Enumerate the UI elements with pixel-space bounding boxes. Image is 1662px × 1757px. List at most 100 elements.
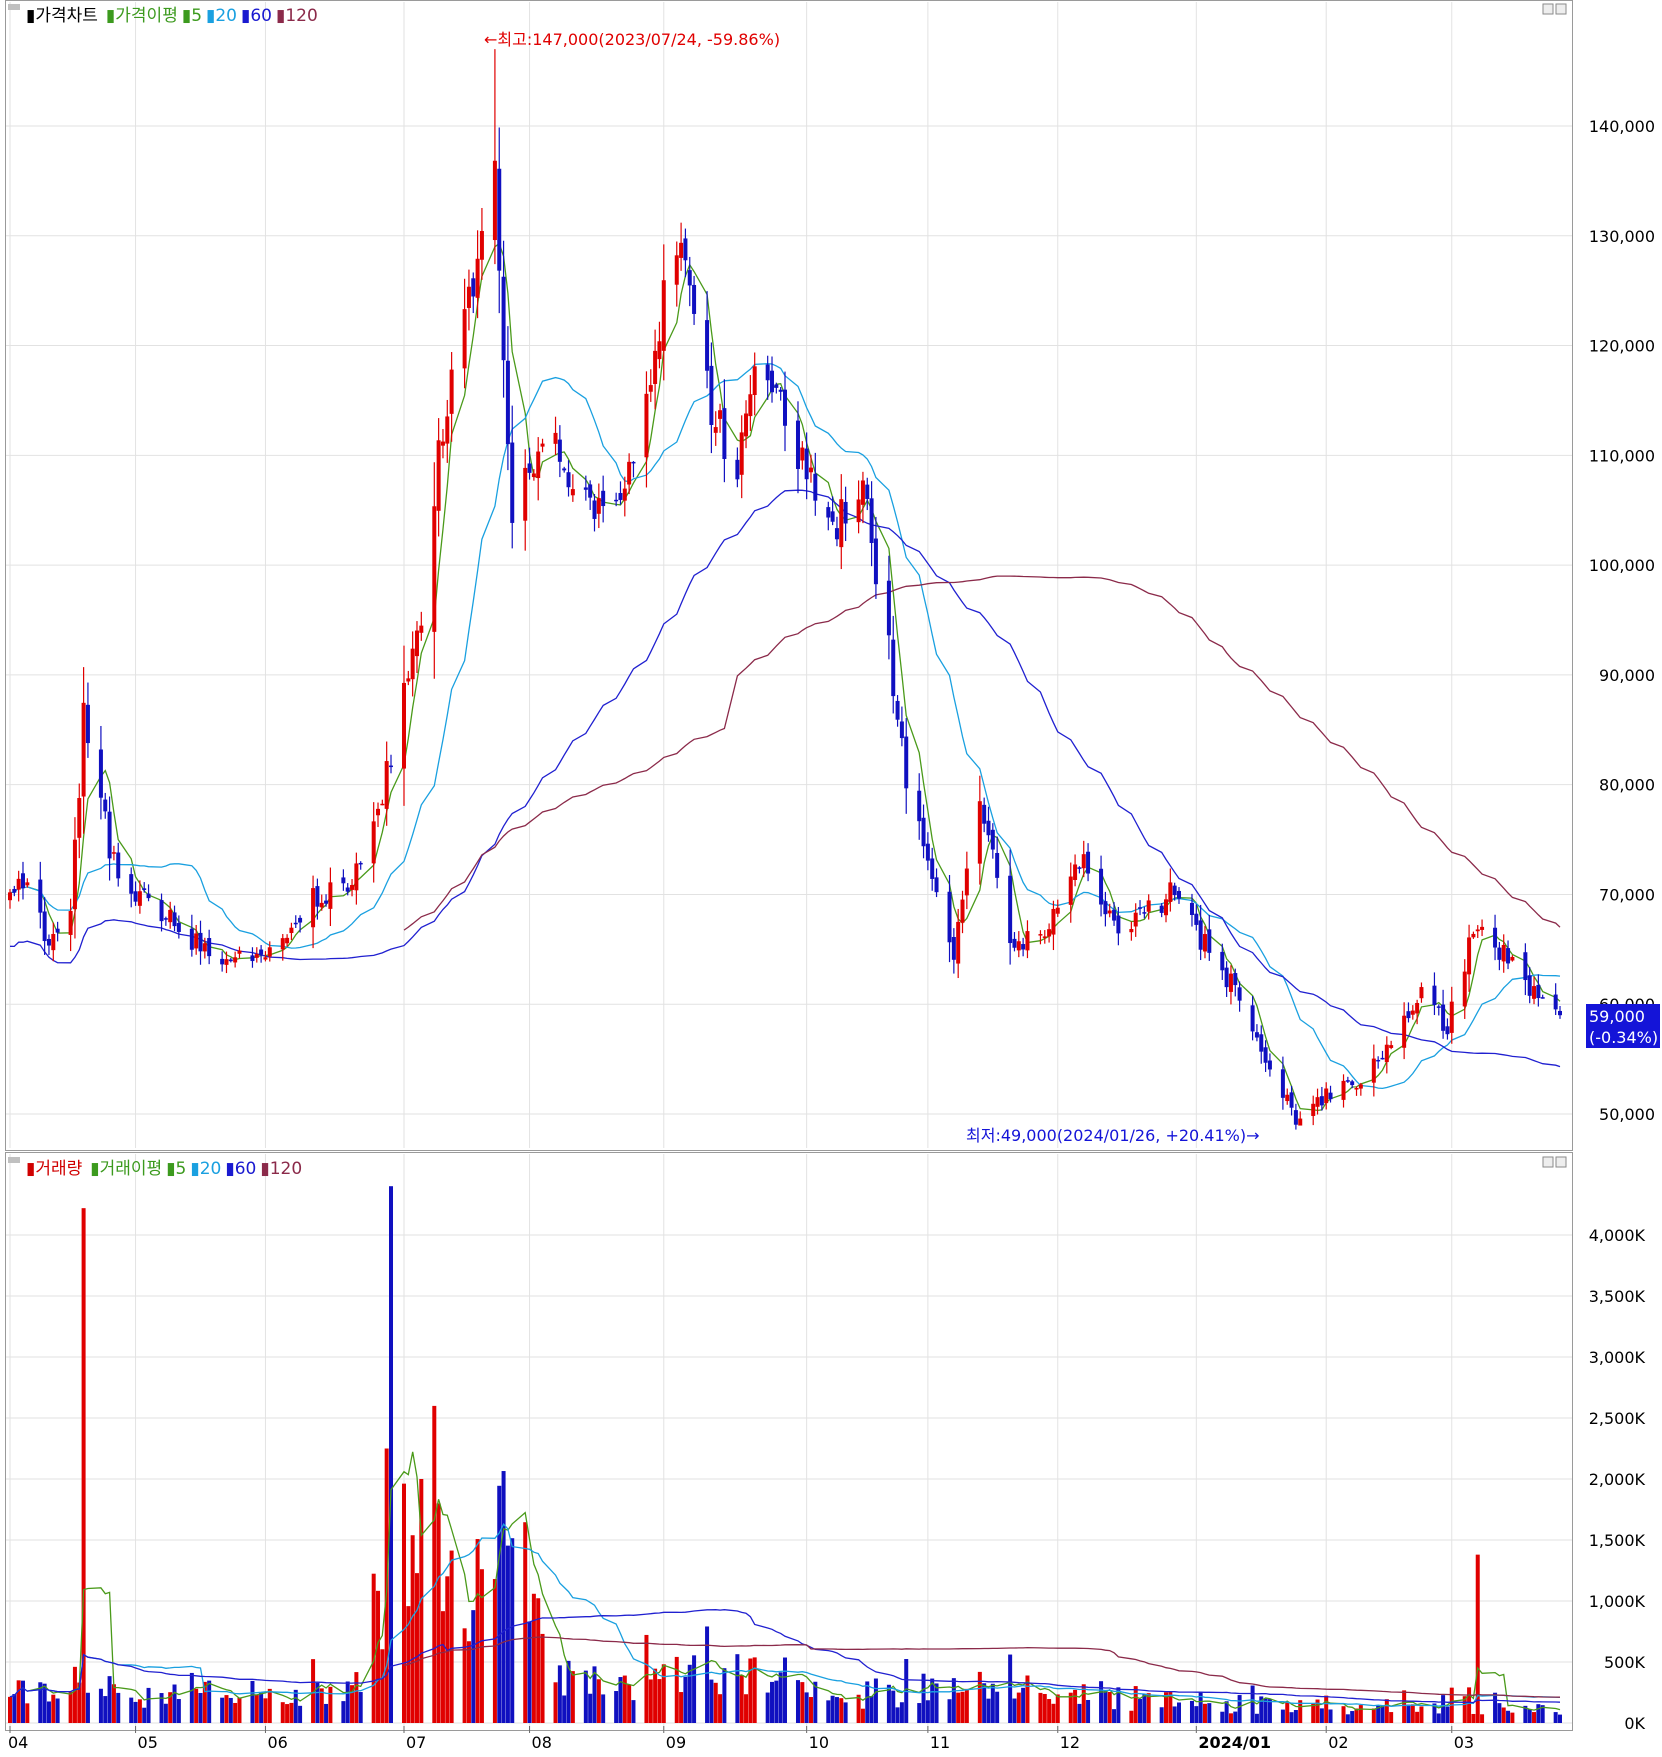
- volume-bar: [168, 1692, 173, 1723]
- candle-body: [1051, 908, 1056, 935]
- candle-body: [1415, 1002, 1420, 1014]
- minimize-icon[interactable]: [1542, 3, 1554, 15]
- volume-bar: [1376, 1705, 1381, 1723]
- volume-bar: [1371, 1708, 1376, 1723]
- candle-body: [557, 439, 562, 462]
- candle-body: [1406, 1011, 1411, 1019]
- volume-panel-controls[interactable]: [1542, 1156, 1567, 1168]
- volume-ma5-line: [27, 1451, 1561, 1711]
- x-tick-label: 2024/01: [1198, 1733, 1271, 1752]
- candle-body: [1164, 899, 1169, 916]
- candle-body: [982, 804, 987, 824]
- volume-bar: [1042, 1693, 1047, 1723]
- volume-bar: [917, 1703, 922, 1723]
- candle-body: [1220, 951, 1225, 971]
- candle-body: [990, 829, 995, 850]
- candle-body: [1068, 876, 1073, 905]
- volume-bar: [566, 1660, 571, 1723]
- volume-bar: [466, 1641, 471, 1723]
- volume-bar: [1341, 1706, 1346, 1723]
- candle-body: [1259, 1034, 1264, 1052]
- candle-body: [804, 448, 809, 480]
- volume-bar: [804, 1692, 809, 1723]
- volume-bar: [207, 1680, 212, 1723]
- volume-bar: [254, 1694, 259, 1723]
- close-icon[interactable]: [1555, 1156, 1567, 1168]
- candle-body: [674, 255, 679, 285]
- candle-body: [1467, 937, 1472, 975]
- volume-bar: [982, 1683, 987, 1723]
- candle-body: [1133, 912, 1138, 927]
- last-price-badge: [1586, 1004, 1660, 1048]
- volume-bar: [683, 1676, 688, 1723]
- candle-body: [1510, 956, 1515, 961]
- volume-bar: [341, 1701, 346, 1723]
- panel-menu-icon[interactable]: [8, 1157, 20, 1163]
- volume-bar: [1501, 1707, 1506, 1723]
- candle-body: [1008, 875, 1013, 944]
- volume-bar: [159, 1693, 164, 1723]
- candle-body: [20, 873, 25, 889]
- volume-bar: [1311, 1703, 1316, 1723]
- candle-body: [657, 341, 662, 360]
- candle-body: [81, 702, 86, 797]
- candle-body: [198, 932, 203, 952]
- volume-bar: [1475, 1554, 1480, 1723]
- low-annotation: 최저:49,000(2024/01/26, +20.41%)→: [966, 1126, 1260, 1145]
- candle-body: [466, 286, 471, 308]
- candle-body: [830, 511, 835, 522]
- candle-body: [1237, 987, 1242, 1001]
- volume-bar: [1259, 1696, 1264, 1723]
- candle-body: [1198, 920, 1203, 950]
- candle-body: [12, 888, 17, 893]
- candle-body: [1172, 885, 1177, 896]
- candle-body: [562, 468, 567, 471]
- volume-bar: [1099, 1681, 1104, 1723]
- candle-body: [280, 938, 285, 950]
- close-icon[interactable]: [1555, 3, 1567, 15]
- minimize-icon[interactable]: [1542, 1156, 1554, 1168]
- volume-bar: [1228, 1713, 1233, 1723]
- volume-bar: [899, 1702, 904, 1723]
- volume-bar: [813, 1681, 818, 1723]
- candle-body: [1293, 1110, 1298, 1125]
- candle-body: [527, 463, 532, 473]
- volume-y-axis: 4,000K 3,500K 3,000K 2,500K 2,000K 1,500K 1,00…: [1589, 1226, 1646, 1733]
- candle-body: [1558, 1010, 1562, 1016]
- volume-tick-label: 2,500K: [1589, 1409, 1646, 1428]
- candle-body: [1055, 907, 1060, 914]
- volume-bar: [1250, 1685, 1255, 1723]
- volume-bar: [826, 1700, 831, 1723]
- legend-entry: ▮거래량: [26, 1159, 83, 1179]
- candle-body: [380, 803, 385, 806]
- volume-bar: [947, 1699, 952, 1723]
- candle-body: [1099, 868, 1104, 905]
- candle-body: [899, 721, 904, 739]
- volume-bar: [436, 1503, 441, 1723]
- volume-bar: [410, 1535, 415, 1723]
- candle-body: [98, 749, 103, 798]
- candle-body: [1254, 1032, 1259, 1038]
- volume-bar: [471, 1610, 476, 1723]
- volume-bar: [592, 1666, 597, 1723]
- volume-bar: [46, 1701, 51, 1723]
- candle-body: [72, 839, 77, 910]
- candle-body: [46, 938, 51, 946]
- candle-body: [1462, 971, 1467, 1007]
- price-panel-controls[interactable]: [1542, 3, 1567, 15]
- volume-bar: [25, 1703, 30, 1723]
- candle-body: [55, 928, 60, 933]
- volume-bar: [432, 1405, 437, 1723]
- candle-body: [228, 959, 233, 962]
- panel-menu-icon[interactable]: [8, 4, 20, 10]
- volume-bar: [1012, 1698, 1017, 1723]
- candle-body: [1319, 1096, 1324, 1106]
- candle-body: [497, 168, 502, 271]
- volume-bar: [830, 1695, 835, 1723]
- volume-bar: [536, 1598, 541, 1723]
- candle-body: [419, 625, 424, 633]
- candle-body: [1021, 944, 1026, 950]
- x-axis: 04 05 06 07 08 09 10 11 12 2024/01 02 03: [8, 1726, 1474, 1752]
- volume-tick-label: 500K: [1604, 1653, 1646, 1672]
- candle-body: [1358, 1084, 1363, 1089]
